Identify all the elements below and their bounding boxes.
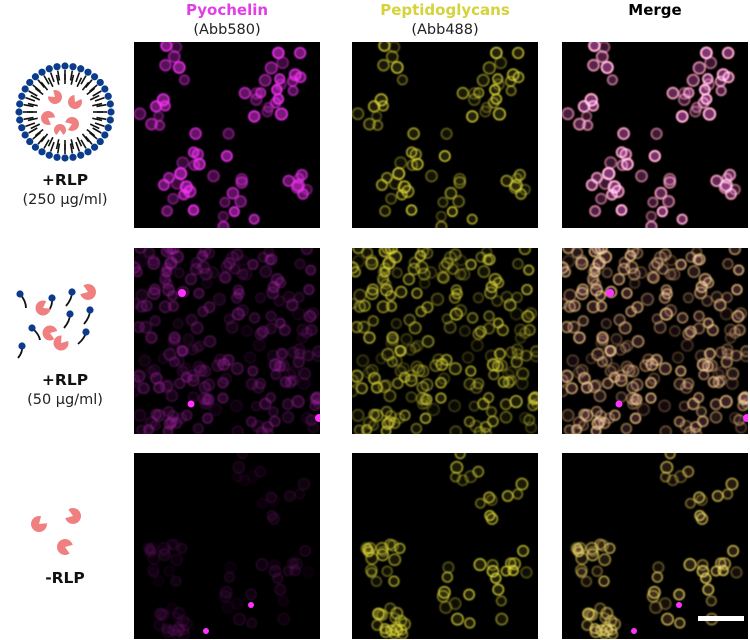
column-header-merge: Merge	[562, 0, 748, 20]
column-header-peptidoglycans: Peptidoglycans (Abb488)	[352, 0, 538, 40]
column-header-pyochelin: Pyochelin (Abb580)	[134, 0, 320, 40]
column-title: Peptidoglycans	[380, 1, 510, 19]
column-title: Pyochelin	[185, 1, 269, 19]
row-label-liposome-250: +RLP (250 µg/ml)	[0, 60, 130, 210]
panel-merge-row3	[562, 453, 748, 639]
panel-peptidoglycans-row3	[352, 453, 538, 639]
panel-peptidoglycans-row1	[352, 42, 538, 228]
free-lipids-and-enzymes-icon	[16, 284, 96, 359]
panel-pyochelin-row2	[134, 248, 320, 434]
row-label-rlp-50: +RLP (50 µg/ml)	[0, 278, 130, 410]
liposome-with-enzymes-icon	[15, 62, 115, 162]
row-subtitle: (50 µg/ml)	[27, 392, 103, 408]
enzymes-only-icon	[31, 508, 81, 555]
panel-pyochelin-row3	[134, 453, 320, 639]
column-title: Merge	[628, 1, 682, 19]
panel-peptidoglycans-row2	[352, 248, 538, 434]
row-title: +RLP	[41, 371, 89, 389]
column-subtitle: (Abb580)	[193, 22, 261, 38]
panel-pyochelin-row1	[134, 42, 320, 228]
scale-bar	[698, 616, 744, 621]
row-subtitle: (250 µg/ml)	[22, 192, 108, 208]
panel-merge-row2	[562, 248, 748, 434]
column-subtitle: (Abb488)	[411, 22, 479, 38]
panel-merge-row1	[562, 42, 748, 228]
row-title: +RLP	[41, 171, 89, 189]
row-title: -RLP	[45, 569, 85, 587]
